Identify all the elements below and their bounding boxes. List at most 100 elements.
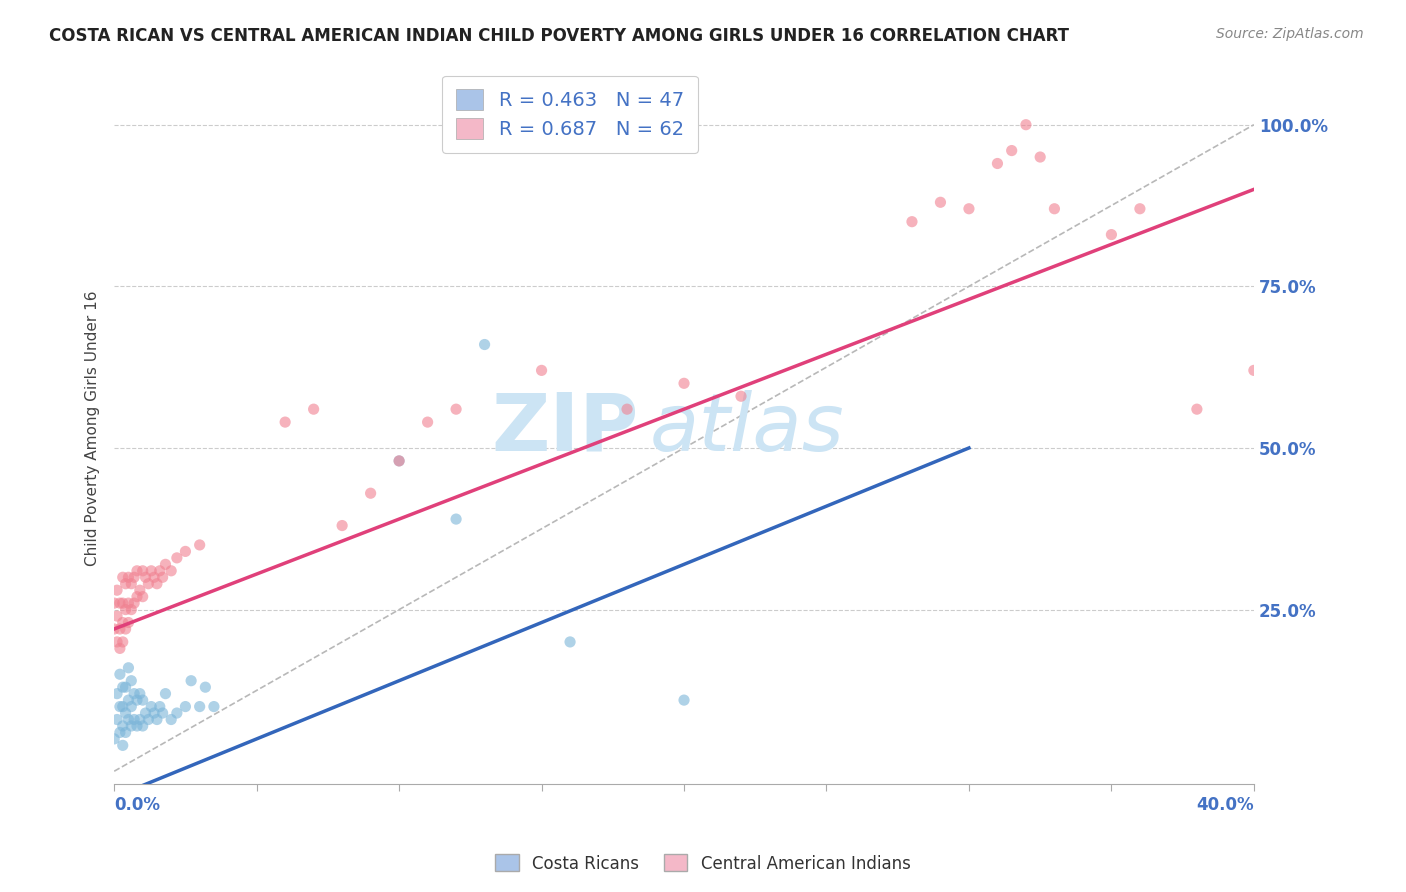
Point [194, 680, 217, 694]
Point [444, 512, 467, 526]
Point [114, 680, 136, 694]
Point [141, 564, 163, 578]
Point [143, 570, 166, 584]
Point [1029, 150, 1052, 164]
Point [105, 713, 128, 727]
Point [122, 570, 145, 584]
Point [120, 699, 142, 714]
Point [131, 564, 153, 578]
Point [274, 415, 297, 429]
Point [149, 699, 172, 714]
Legend: Costa Ricans, Central American Indians: Costa Ricans, Central American Indians [489, 847, 917, 880]
Point [105, 635, 128, 649]
Text: 0.0%: 0.0% [114, 797, 160, 814]
Point [138, 576, 160, 591]
Point [111, 596, 134, 610]
Point [143, 706, 166, 720]
Point [141, 699, 163, 714]
Point [108, 641, 131, 656]
Point [474, 337, 496, 351]
Point [128, 583, 150, 598]
Point [108, 699, 131, 714]
Point [117, 661, 139, 675]
Point [929, 195, 952, 210]
Point [108, 596, 131, 610]
Point [120, 576, 142, 591]
Point [1129, 202, 1152, 216]
Point [388, 454, 411, 468]
Point [131, 719, 153, 733]
Text: ZIP: ZIP [491, 390, 638, 467]
Point [616, 402, 638, 417]
Point [1043, 202, 1066, 216]
Point [180, 673, 202, 688]
Point [160, 713, 183, 727]
Point [108, 667, 131, 681]
Point [111, 615, 134, 630]
Point [416, 415, 439, 429]
Point [730, 389, 752, 403]
Point [152, 570, 174, 584]
Point [108, 725, 131, 739]
Point [117, 615, 139, 630]
Point [117, 693, 139, 707]
Point [146, 576, 169, 591]
Point [131, 693, 153, 707]
Point [117, 570, 139, 584]
Point [1001, 144, 1024, 158]
Point [149, 564, 172, 578]
Point [103, 622, 125, 636]
Point [111, 699, 134, 714]
Point [673, 693, 696, 707]
Point [166, 706, 188, 720]
Point [125, 719, 148, 733]
Point [111, 739, 134, 753]
Point [166, 550, 188, 565]
Point [302, 402, 325, 417]
Point [135, 706, 157, 720]
Point [152, 706, 174, 720]
Point [128, 713, 150, 727]
Point [111, 570, 134, 584]
Point [111, 719, 134, 733]
Point [114, 622, 136, 636]
Point [120, 673, 142, 688]
Point [111, 680, 134, 694]
Point [122, 596, 145, 610]
Point [125, 564, 148, 578]
Point [128, 687, 150, 701]
Point [108, 622, 131, 636]
Point [125, 693, 148, 707]
Point [188, 699, 211, 714]
Text: Source: ZipAtlas.com: Source: ZipAtlas.com [1216, 27, 1364, 41]
Point [138, 713, 160, 727]
Point [957, 202, 980, 216]
Point [114, 602, 136, 616]
Point [111, 635, 134, 649]
Text: COSTA RICAN VS CENTRAL AMERICAN INDIAN CHILD POVERTY AMONG GIRLS UNDER 16 CORREL: COSTA RICAN VS CENTRAL AMERICAN INDIAN C… [49, 27, 1069, 45]
Point [155, 558, 177, 572]
Text: atlas: atlas [650, 390, 845, 467]
Point [122, 687, 145, 701]
Point [558, 635, 581, 649]
Point [114, 706, 136, 720]
Point [1243, 363, 1265, 377]
Point [105, 687, 128, 701]
Point [120, 719, 142, 733]
Point [673, 376, 696, 391]
Point [388, 454, 411, 468]
Point [901, 215, 924, 229]
Point [105, 609, 128, 624]
Point [188, 538, 211, 552]
Legend: R = 0.463   N = 47, R = 0.687   N = 62: R = 0.463 N = 47, R = 0.687 N = 62 [443, 76, 697, 153]
Point [120, 602, 142, 616]
Point [103, 731, 125, 746]
Point [103, 596, 125, 610]
Text: 40.0%: 40.0% [1197, 797, 1254, 814]
Point [330, 518, 353, 533]
Point [174, 699, 197, 714]
Point [117, 596, 139, 610]
Point [986, 156, 1008, 170]
Point [444, 402, 467, 417]
Point [1185, 402, 1208, 417]
